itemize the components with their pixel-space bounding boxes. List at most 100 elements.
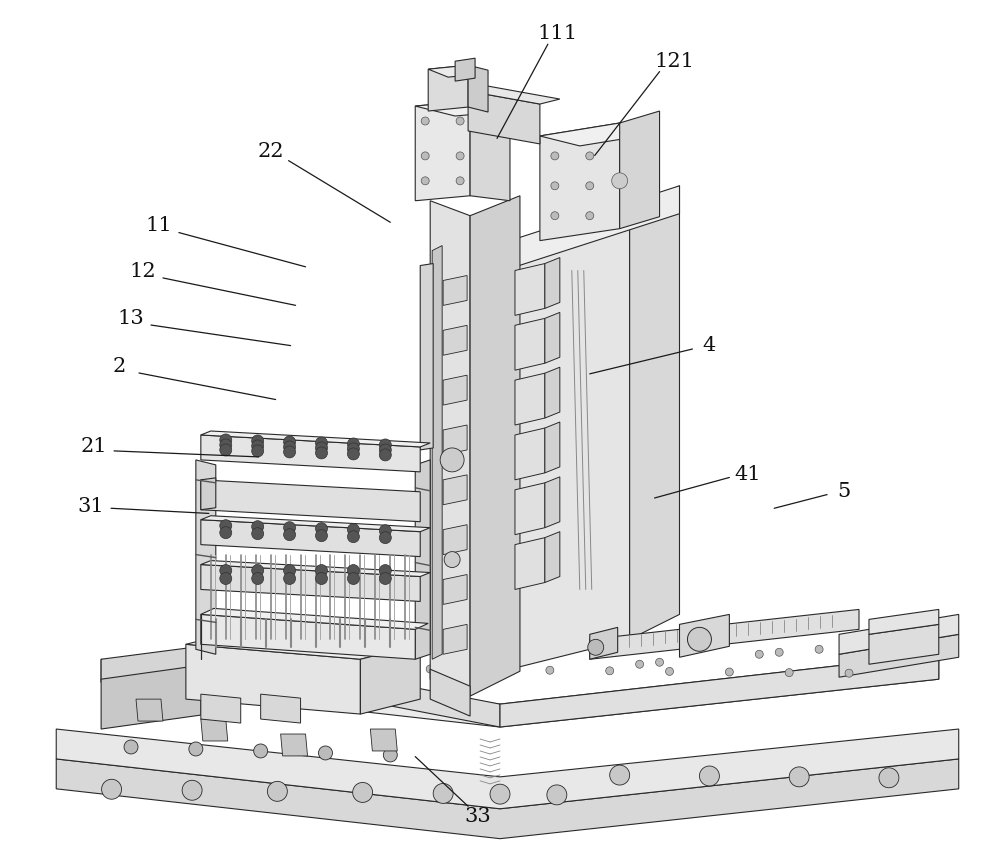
Polygon shape [455,58,475,81]
Polygon shape [590,627,618,659]
Polygon shape [515,428,545,480]
Text: 11: 11 [146,216,172,235]
Circle shape [220,564,232,576]
Circle shape [252,564,264,576]
Polygon shape [468,86,560,104]
Circle shape [845,669,853,677]
Polygon shape [428,65,468,111]
Circle shape [612,173,628,189]
Circle shape [456,177,464,185]
Polygon shape [515,319,545,370]
Polygon shape [201,478,216,509]
Circle shape [252,440,264,452]
Circle shape [379,573,391,584]
Text: 4: 4 [703,336,716,355]
Circle shape [606,667,614,675]
Circle shape [316,564,327,576]
Circle shape [588,639,604,655]
Circle shape [252,527,264,539]
Polygon shape [415,460,430,659]
Polygon shape [428,65,488,77]
Circle shape [666,667,674,675]
Circle shape [316,530,327,542]
Polygon shape [432,246,442,659]
Polygon shape [360,644,420,714]
Polygon shape [56,759,959,838]
Polygon shape [56,729,959,809]
Circle shape [379,564,391,576]
Circle shape [220,434,232,446]
Circle shape [636,661,644,668]
Polygon shape [443,276,467,306]
Circle shape [220,520,232,532]
Polygon shape [839,614,959,655]
Circle shape [284,521,296,533]
Circle shape [252,521,264,533]
Polygon shape [261,694,301,723]
Circle shape [546,667,554,674]
Polygon shape [443,525,467,555]
Circle shape [440,448,464,472]
Circle shape [656,658,664,667]
Polygon shape [196,460,216,655]
Polygon shape [545,367,560,418]
Polygon shape [101,646,201,682]
Circle shape [379,532,391,544]
Polygon shape [201,431,430,447]
Circle shape [316,447,327,459]
Circle shape [102,779,122,799]
Circle shape [456,117,464,125]
Circle shape [433,783,453,803]
Circle shape [284,528,296,540]
Circle shape [124,740,138,754]
Circle shape [316,522,327,534]
Circle shape [307,664,315,672]
Polygon shape [415,101,470,201]
Text: 21: 21 [81,437,107,456]
Polygon shape [201,608,428,630]
Polygon shape [443,425,467,455]
Circle shape [284,564,296,576]
Polygon shape [201,561,430,576]
Circle shape [347,564,359,576]
Polygon shape [545,477,560,527]
Polygon shape [839,634,959,677]
Circle shape [284,573,296,584]
Circle shape [426,665,434,673]
Circle shape [586,182,594,190]
Circle shape [379,439,391,451]
Polygon shape [468,91,540,144]
Circle shape [254,744,268,758]
Circle shape [220,573,232,584]
Circle shape [353,783,373,802]
Circle shape [421,152,429,160]
Polygon shape [515,538,545,589]
Polygon shape [515,264,545,315]
Circle shape [347,524,359,536]
Polygon shape [136,699,163,721]
Polygon shape [620,111,660,228]
Circle shape [486,666,494,673]
Circle shape [379,444,391,456]
Polygon shape [201,520,420,557]
Polygon shape [370,729,397,751]
Text: 22: 22 [257,142,284,161]
Circle shape [189,742,203,756]
Circle shape [547,785,567,805]
Circle shape [252,573,264,584]
Circle shape [366,665,374,673]
Polygon shape [540,123,660,146]
Circle shape [815,645,823,654]
Polygon shape [201,480,420,521]
Circle shape [775,649,783,656]
Polygon shape [540,123,620,241]
Text: 12: 12 [130,262,156,281]
Polygon shape [590,609,859,659]
Polygon shape [680,614,729,657]
Circle shape [220,527,232,539]
Text: 111: 111 [538,24,578,44]
Circle shape [456,152,464,160]
Text: 31: 31 [78,497,105,516]
Polygon shape [545,532,560,582]
Circle shape [586,152,594,160]
